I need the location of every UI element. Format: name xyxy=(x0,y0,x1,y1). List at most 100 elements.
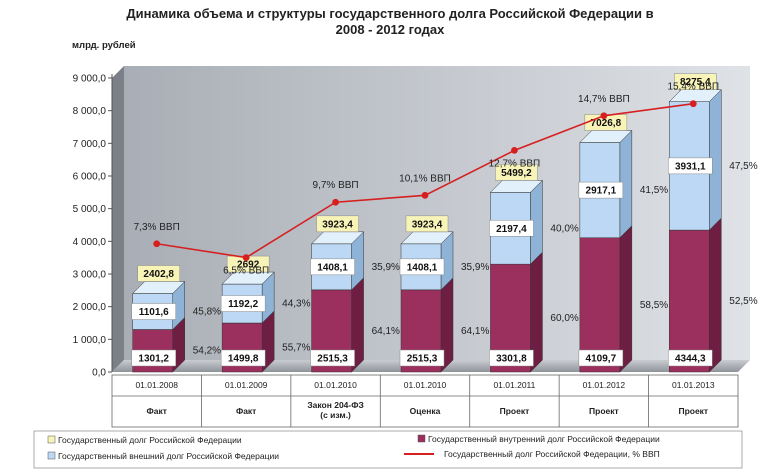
share-label-internal: 52,5% xyxy=(729,296,757,307)
category-status-label: Проект xyxy=(589,406,619,416)
gdp-share-label: 6,5% ВВП xyxy=(223,266,269,277)
data-label-internal-text: 1301,2 xyxy=(138,354,169,365)
gdp-share-label: 7,3% ВВП xyxy=(134,222,180,233)
data-label-internal-box xyxy=(578,349,624,367)
data-label-external-box xyxy=(399,258,445,276)
data-label-internal-text: 3301,8 xyxy=(496,354,527,365)
share-label-external: 44,3% xyxy=(282,299,310,310)
share-label-internal: 64,1% xyxy=(461,326,489,337)
data-label-external-box xyxy=(489,220,534,237)
data-label-internal-box xyxy=(489,349,534,367)
data-label-total-text: 8275,4 xyxy=(680,77,711,88)
y-tick-label: 9 000,0 xyxy=(73,74,107,85)
data-label-external: 3931,1 xyxy=(668,157,713,175)
data-label-external: 2197,4 xyxy=(489,220,534,237)
data-label-external-text: 1408,1 xyxy=(407,262,438,273)
data-label-internal-text: 2515,3 xyxy=(317,354,348,365)
data-label-total: 3923,4 xyxy=(405,215,449,233)
data-label-external: 1101,6 xyxy=(131,303,176,320)
data-label-total-box xyxy=(495,164,538,181)
y-tick-label: 2 000,0 xyxy=(73,302,107,313)
category-date-label: 01.01.2013 xyxy=(672,380,715,390)
legend-internal-label: Государственный внутренний долг Российск… xyxy=(428,434,660,444)
gdp-share-point xyxy=(421,191,429,199)
data-label-internal-text: 4344,3 xyxy=(675,354,706,365)
data-label-internal: 1499,8 xyxy=(220,349,266,367)
legend-internal: Государственный внутренний долг Российск… xyxy=(417,434,660,444)
data-label-external-text: 1101,6 xyxy=(139,307,169,318)
chart-title-line-2: 2008 - 2012 годах xyxy=(335,22,445,37)
data-label-total: 2402,8 xyxy=(137,265,180,282)
data-label-internal: 4109,7 xyxy=(578,349,624,367)
share-label-external: 45,8% xyxy=(193,307,221,318)
data-label-total: 8275,4 xyxy=(674,73,717,90)
data-label-internal-text: 2515,3 xyxy=(407,354,438,365)
data-label-internal-box xyxy=(310,349,355,367)
data-label-external-box xyxy=(668,157,713,175)
data-label-internal: 3301,8 xyxy=(489,349,534,367)
data-label-internal: 2515,3 xyxy=(310,349,355,367)
legend-total-swatch xyxy=(47,435,56,444)
gdp-share-point xyxy=(153,240,161,248)
bar-internal-side xyxy=(709,217,722,373)
data-label-external-box xyxy=(131,303,176,320)
bar-external-top xyxy=(400,231,454,245)
data-label-total-text: 3923,4 xyxy=(322,219,353,230)
y-axis-label: млрд. рублей xyxy=(72,40,136,51)
category-date-label: 01.01.2010 xyxy=(404,380,447,390)
data-label-total-box xyxy=(137,265,180,282)
share-label-internal: 58,5% xyxy=(640,300,668,311)
data-label-external-box xyxy=(220,295,266,312)
category-status-label: Факт xyxy=(147,406,167,416)
y-tick-label: 3 000,0 xyxy=(73,270,107,281)
data-label-external-text: 3931,1 xyxy=(675,161,706,172)
category-status-label: Оценка xyxy=(410,406,441,416)
data-label-external: 1408,1 xyxy=(310,258,355,276)
bar-internal-front xyxy=(579,237,621,373)
data-label-external-text: 1192,2 xyxy=(228,299,258,310)
data-label-total: 5499,2 xyxy=(495,164,538,181)
gdp-share-point xyxy=(332,198,339,206)
bar-internal-front xyxy=(669,229,710,373)
data-label-internal: 1301,2 xyxy=(131,349,176,367)
y-tick-label: 4 000,0 xyxy=(73,237,107,248)
share-label-internal: 64,1% xyxy=(372,326,400,337)
gdp-share-point xyxy=(600,112,608,120)
data-label-external-text: 2917,1 xyxy=(586,186,617,197)
share-label-external: 40,0% xyxy=(550,223,578,234)
gdp-share-point xyxy=(689,100,697,108)
data-label-total-text: 2692 xyxy=(237,260,260,271)
data-label-total: 3923,4 xyxy=(316,215,359,233)
legend xyxy=(33,430,743,469)
data-label-external: 2917,1 xyxy=(578,181,624,199)
bar-internal xyxy=(668,217,722,373)
category-status-label: Закон 204-ФЗ xyxy=(307,400,363,410)
y-tick-label: 6 000,0 xyxy=(73,172,107,183)
gdp-share-label: 12,7% ВВП xyxy=(489,158,541,169)
category-status-label: Проект xyxy=(500,406,530,416)
gdp-share-label: 10,1% ВВП xyxy=(399,173,451,184)
gdp-share-label: 9,7% ВВП xyxy=(313,180,359,191)
share-label-internal: 54,2% xyxy=(193,346,221,357)
data-label-total-box xyxy=(674,73,717,90)
share-label-internal: 55,7% xyxy=(282,343,310,354)
category-date-label: 01.01.2011 xyxy=(493,380,535,390)
y-tick-label: 0,0 xyxy=(92,368,106,379)
data-label-external: 1192,2 xyxy=(220,295,266,312)
gdp-share-label: 14,7% ВВП xyxy=(578,94,630,105)
data-label-external-box xyxy=(310,258,355,276)
legend-external-label: Государственный внешний долг Российской … xyxy=(58,451,279,461)
side-wall xyxy=(112,66,124,372)
category-date-label: 01.01.2010 xyxy=(314,380,357,390)
data-label-internal-box xyxy=(220,349,266,367)
category-date-label: 01.01.2008 xyxy=(135,380,178,390)
data-label-external: 1408,1 xyxy=(399,258,445,276)
y-tick-label: 8 000,0 xyxy=(73,106,107,117)
data-label-total-text: 3923,4 xyxy=(412,219,443,230)
share-label-internal: 60,0% xyxy=(550,313,578,324)
data-label-internal-box xyxy=(668,349,713,367)
y-tick-label: 5 000,0 xyxy=(73,204,107,215)
legend-line: Государственный долг Российской Федераци… xyxy=(404,449,660,459)
